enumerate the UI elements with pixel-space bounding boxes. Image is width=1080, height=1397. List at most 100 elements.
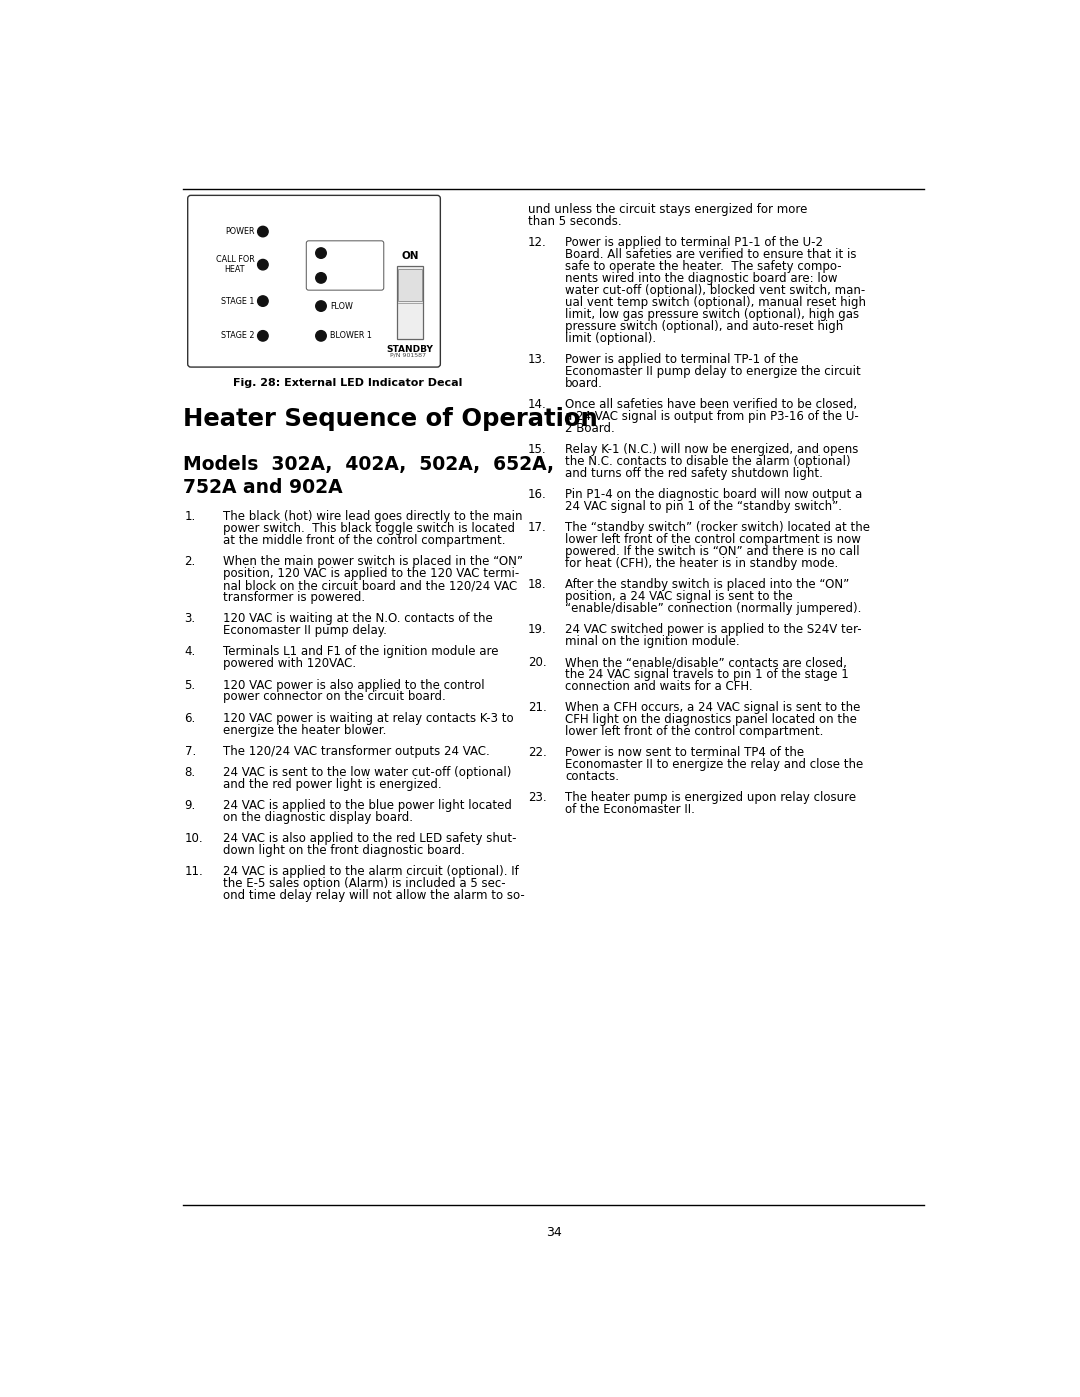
Circle shape [258,296,268,306]
Text: ond time delay relay will not allow the alarm to so-: ond time delay relay will not allow the … [224,888,525,902]
Circle shape [258,260,268,270]
Text: ON: ON [402,250,419,261]
Text: Power is applied to terminal P1-1 of the U-2: Power is applied to terminal P1-1 of the… [565,236,823,249]
Circle shape [258,226,268,236]
Text: 3.: 3. [185,612,195,626]
Text: powered with 120VAC.: powered with 120VAC. [224,658,356,671]
Text: 1.: 1. [185,510,195,524]
Text: safe to operate the heater.  The safety compo-: safe to operate the heater. The safety c… [565,260,841,272]
Text: connection and waits for a CFH.: connection and waits for a CFH. [565,680,753,693]
Text: for heat (CFH), the heater is in standby mode.: for heat (CFH), the heater is in standby… [565,557,838,570]
Text: 24 VAC signal to pin 1 of the “standby switch”.: 24 VAC signal to pin 1 of the “standby s… [565,500,842,513]
Text: 18.: 18. [528,578,546,591]
Text: pressure switch (optional), and auto-reset high: pressure switch (optional), and auto-res… [565,320,843,332]
Text: SAFETY: SAFETY [330,249,360,257]
Text: 24 VAC is sent to the low water cut-off (optional): 24 VAC is sent to the low water cut-off … [224,766,512,780]
Text: IGNITION: IGNITION [330,274,366,282]
Text: CFH light on the diagnostics panel located on the: CFH light on the diagnostics panel locat… [565,714,858,726]
Text: 7.: 7. [185,745,195,757]
Text: CALL FOR
HEAT: CALL FOR HEAT [216,256,255,274]
Text: Economaster II to energize the relay and close the: Economaster II to energize the relay and… [565,759,863,771]
Text: nal block on the circuit board and the 120/24 VAC: nal block on the circuit board and the 1… [224,580,517,592]
Text: 13.: 13. [528,353,546,366]
Text: a 24 VAC signal is output from pin P3-16 of the U-: a 24 VAC signal is output from pin P3-16… [565,409,859,423]
Text: Terminals L1 and F1 of the ignition module are: Terminals L1 and F1 of the ignition modu… [224,645,499,658]
Text: minal on the ignition module.: minal on the ignition module. [565,636,740,648]
Text: 5.: 5. [185,679,195,692]
FancyBboxPatch shape [188,196,441,367]
Text: 17.: 17. [528,521,546,534]
Text: Fig. 28: External LED Indicator Decal: Fig. 28: External LED Indicator Decal [233,377,462,388]
Text: lower left front of the control compartment is now: lower left front of the control compartm… [565,534,861,546]
Text: Economaster II pump delay.: Economaster II pump delay. [224,624,388,637]
Text: “enable/disable” connection (normally jumpered).: “enable/disable” connection (normally ju… [565,602,862,615]
Circle shape [315,272,326,284]
FancyBboxPatch shape [307,240,383,291]
Text: The heater pump is energized upon relay closure: The heater pump is energized upon relay … [565,791,856,805]
Text: STANDBY: STANDBY [387,345,433,355]
Text: water cut-off (optional), blocked vent switch, man-: water cut-off (optional), blocked vent s… [565,284,865,298]
Text: and the red power light is energized.: and the red power light is energized. [224,778,442,791]
Text: 752A and 902A: 752A and 902A [183,478,342,497]
Text: at the middle front of the control compartment.: at the middle front of the control compa… [224,534,505,548]
Circle shape [315,300,326,312]
Text: 24 VAC is also applied to the red LED safety shut-: 24 VAC is also applied to the red LED sa… [224,833,517,845]
Text: 14.: 14. [528,398,546,411]
Text: Power is applied to terminal TP-1 of the: Power is applied to terminal TP-1 of the [565,353,798,366]
Text: the E-5 sales option (Alarm) is included a 5 sec-: the E-5 sales option (Alarm) is included… [224,877,505,890]
Text: than 5 seconds.: than 5 seconds. [528,215,622,228]
Text: power switch.  This black toggle switch is located: power switch. This black toggle switch i… [224,522,515,535]
Text: 24 VAC is applied to the blue power light located: 24 VAC is applied to the blue power ligh… [224,799,512,812]
Text: The 120/24 VAC transformer outputs 24 VAC.: The 120/24 VAC transformer outputs 24 VA… [224,745,490,757]
Text: Board. All safeties are verified to ensure that it is: Board. All safeties are verified to ensu… [565,249,856,261]
Text: the 24 VAC signal travels to pin 1 of the stage 1: the 24 VAC signal travels to pin 1 of th… [565,668,849,682]
Text: on the diagnostic display board.: on the diagnostic display board. [224,812,414,824]
Text: POWER: POWER [225,228,255,236]
Text: After the standby switch is placed into the “ON”: After the standby switch is placed into … [565,578,849,591]
Text: Economaster II pump delay to energize the circuit: Economaster II pump delay to energize th… [565,365,861,377]
Text: Pin P1-4 on the diagnostic board will now output a: Pin P1-4 on the diagnostic board will no… [565,488,862,502]
Bar [397,265,423,339]
Text: 4.: 4. [185,645,195,658]
Text: contacts.: contacts. [565,770,619,784]
Text: The “standby switch” (rocker switch) located at the: The “standby switch” (rocker switch) loc… [565,521,870,534]
Text: 8.: 8. [185,766,195,780]
Text: position, a 24 VAC signal is sent to the: position, a 24 VAC signal is sent to the [565,590,793,604]
Text: and turns off the red safety shutdown light.: and turns off the red safety shutdown li… [565,467,823,479]
Text: 120 VAC power is also applied to the control: 120 VAC power is also applied to the con… [224,679,485,692]
Text: 120 VAC power is waiting at relay contacts K-3 to: 120 VAC power is waiting at relay contac… [224,711,514,725]
Text: BLOWER 1: BLOWER 1 [330,331,373,341]
Text: The black (hot) wire lead goes directly to the main: The black (hot) wire lead goes directly … [224,510,523,524]
Text: 20.: 20. [528,657,546,669]
Text: 10.: 10. [185,833,203,845]
Text: 24 VAC is applied to the alarm circuit (optional). If: 24 VAC is applied to the alarm circuit (… [224,865,519,879]
Text: energize the heater blower.: energize the heater blower. [224,724,387,736]
Text: 2 Board.: 2 Board. [565,422,615,434]
Text: P/N 901587: P/N 901587 [390,353,426,358]
Text: 120 VAC is waiting at the N.O. contacts of the: 120 VAC is waiting at the N.O. contacts … [224,612,494,626]
Text: 12.: 12. [528,236,546,249]
Text: power connector on the circuit board.: power connector on the circuit board. [224,690,446,704]
Text: powered. If the switch is “ON” and there is no call: powered. If the switch is “ON” and there… [565,545,860,557]
Text: Heater Sequence of Operation: Heater Sequence of Operation [183,407,598,432]
Text: the N.C. contacts to disable the alarm (optional): the N.C. contacts to disable the alarm (… [565,455,851,468]
Text: und unless the circuit stays energized for more: und unless the circuit stays energized f… [528,203,807,217]
Text: 22.: 22. [528,746,546,760]
Text: nents wired into the diagnostic board are: low: nents wired into the diagnostic board ar… [565,272,838,285]
Text: 2.: 2. [185,556,195,569]
Text: 16.: 16. [528,488,546,502]
Text: ual vent temp switch (optional), manual reset high: ual vent temp switch (optional), manual … [565,296,866,309]
Circle shape [315,247,326,258]
Text: STAGE 1: STAGE 1 [221,296,255,306]
Text: 15.: 15. [528,443,546,455]
Text: 24 VAC switched power is applied to the S24V ter-: 24 VAC switched power is applied to the … [565,623,862,636]
Text: 34: 34 [545,1227,562,1239]
Text: When the “enable/disable” contacts are closed,: When the “enable/disable” contacts are c… [565,657,847,669]
Text: down light on the front diagnostic board.: down light on the front diagnostic board… [224,844,465,858]
Circle shape [258,331,268,341]
Text: transformer is powered.: transformer is powered. [224,591,365,604]
Text: 11.: 11. [185,865,203,879]
Text: FLOW: FLOW [330,302,353,310]
Text: 19.: 19. [528,623,546,636]
Text: Once all safeties have been verified to be closed,: Once all safeties have been verified to … [565,398,858,411]
